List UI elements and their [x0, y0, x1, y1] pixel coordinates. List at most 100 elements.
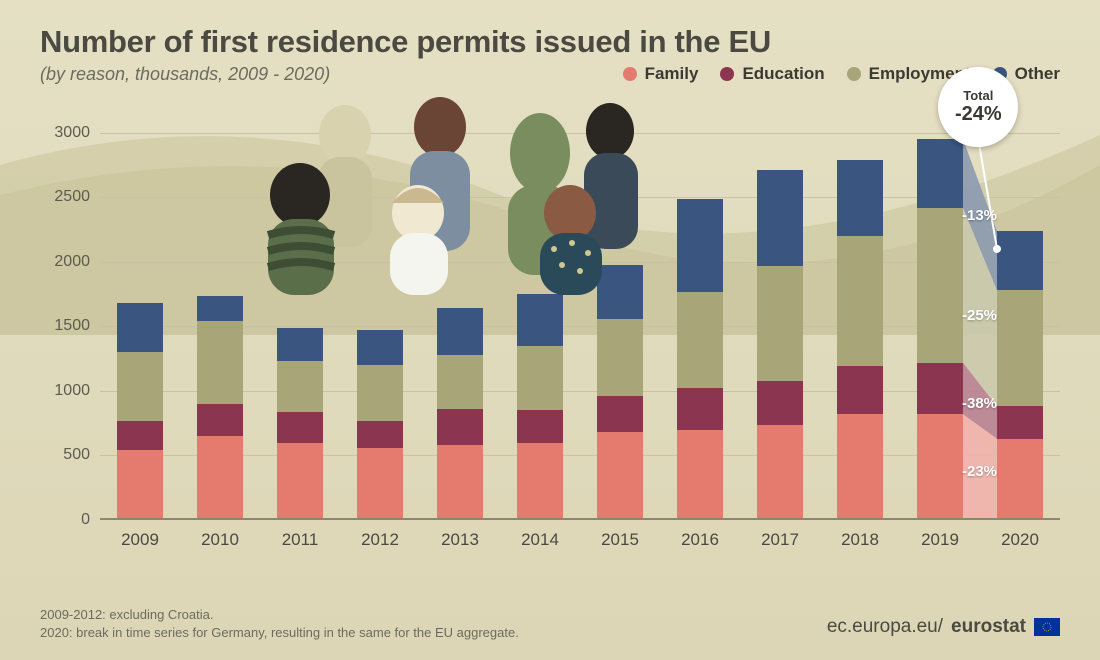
stacked-bar: [837, 160, 883, 520]
stacked-bar: [917, 139, 963, 520]
bar-segment-family: [757, 425, 803, 520]
infographic-container: Number of first residence permits issued…: [0, 0, 1100, 660]
y-tick-label: 0: [40, 511, 90, 529]
x-axis-label: 2016: [660, 530, 740, 550]
bar-slot: 2012: [340, 120, 420, 520]
bar-slot: 2010: [180, 120, 260, 520]
footnote-line: 2020: break in time series for Germany, …: [40, 624, 519, 642]
stacked-bar: [677, 199, 723, 520]
bar-segment-education: [117, 421, 163, 451]
bar-segment-family: [917, 414, 963, 520]
y-tick-label: 1000: [40, 382, 90, 400]
bar-segment-other: [197, 296, 243, 322]
stacked-bar: [357, 330, 403, 520]
bar-segment-education: [197, 404, 243, 436]
bar-segment-family: [837, 414, 883, 520]
bar-slot: 2014: [500, 120, 580, 520]
bar-segment-employment: [917, 208, 963, 363]
total-label: Total: [963, 88, 993, 103]
stacked-bar: [757, 170, 803, 520]
y-axis: 050010001500200025003000: [40, 120, 100, 520]
bar-segment-education: [837, 366, 883, 414]
bar-segment-family: [597, 432, 643, 520]
bar-segment-education: [277, 412, 323, 443]
y-tick-label: 3000: [40, 124, 90, 142]
bar-segment-family: [197, 436, 243, 520]
bar-segment-education: [517, 410, 563, 442]
bar-segment-employment: [277, 361, 323, 411]
segment-change-label: -23%: [962, 463, 997, 480]
x-axis-label: 2020: [980, 530, 1060, 550]
bar-segment-education: [997, 406, 1043, 438]
bar-segment-other: [357, 330, 403, 365]
source-bold: eurostat: [951, 616, 1026, 638]
stacked-bar: [597, 265, 643, 520]
bar-segment-other: [677, 199, 723, 292]
bar-slot: 2009: [100, 120, 180, 520]
stacked-bar: [197, 296, 243, 520]
x-axis-label: 2018: [820, 530, 900, 550]
bar-segment-other: [917, 139, 963, 207]
bar-slot: 2015: [580, 120, 660, 520]
bar-segment-employment: [757, 266, 803, 381]
bar-segment-employment: [117, 352, 163, 420]
bar-segment-other: [117, 303, 163, 352]
bar-segment-employment: [677, 292, 723, 389]
bar-segment-employment: [597, 319, 643, 396]
bars-group: 2009201020112012201320142015201620172018…: [100, 120, 1060, 520]
bar-slot: 2018: [820, 120, 900, 520]
bar-segment-family: [277, 443, 323, 520]
stacked-bar: [517, 294, 563, 520]
y-tick-label: 2500: [40, 188, 90, 206]
y-tick-label: 500: [40, 446, 90, 464]
bar-segment-other: [997, 231, 1043, 290]
bar-segment-employment: [357, 365, 403, 420]
bar-segment-family: [517, 443, 563, 520]
legend-label: Education: [742, 64, 824, 84]
y-tick-label: 2000: [40, 253, 90, 271]
chart-title: Number of first residence permits issued…: [40, 24, 771, 60]
x-axis-label: 2010: [180, 530, 260, 550]
bar-segment-other: [597, 265, 643, 319]
x-axis-label: 2019: [900, 530, 980, 550]
legend-item: Education: [720, 64, 824, 84]
x-axis-label: 2011: [260, 530, 340, 550]
bar-segment-education: [357, 421, 403, 448]
bar-segment-family: [357, 448, 403, 520]
total-value: -24%: [955, 103, 1002, 126]
bar-segment-other: [837, 160, 883, 236]
bar-slot: 2017: [740, 120, 820, 520]
eu-flag-icon: [1034, 618, 1060, 636]
bar-segment-family: [437, 445, 483, 520]
x-axis-label: 2015: [580, 530, 660, 550]
legend-swatch: [623, 67, 637, 81]
segment-change-label: -38%: [962, 395, 997, 412]
bar-segment-education: [437, 409, 483, 445]
legend-label: Other: [1015, 64, 1060, 84]
bar-segment-family: [117, 450, 163, 520]
bar-segment-other: [757, 170, 803, 265]
bar-segment-other: [517, 294, 563, 346]
bar-segment-education: [917, 363, 963, 415]
x-axis-label: 2012: [340, 530, 420, 550]
footnote-line: 2009-2012: excluding Croatia.: [40, 606, 519, 624]
legend-label: Family: [645, 64, 699, 84]
stacked-bar: [117, 303, 163, 520]
bar-segment-employment: [837, 236, 883, 366]
bar-segment-employment: [997, 290, 1043, 406]
segment-change-label: -13%: [962, 207, 997, 224]
bar-segment-other: [277, 328, 323, 362]
bar-segment-education: [677, 388, 723, 429]
x-axis-line: [100, 518, 1060, 520]
footnotes: 2009-2012: excluding Croatia.2020: break…: [40, 606, 519, 642]
bar-slot: 2016: [660, 120, 740, 520]
source-prefix: ec.europa.eu/: [827, 616, 943, 638]
stacked-bar: [277, 328, 323, 520]
bar-segment-family: [997, 439, 1043, 520]
legend-item: Family: [623, 64, 699, 84]
bar-segment-education: [757, 381, 803, 425]
x-axis-label: 2013: [420, 530, 500, 550]
stacked-bar: [437, 308, 483, 520]
segment-change-label: -25%: [962, 307, 997, 324]
x-axis-label: 2009: [100, 530, 180, 550]
